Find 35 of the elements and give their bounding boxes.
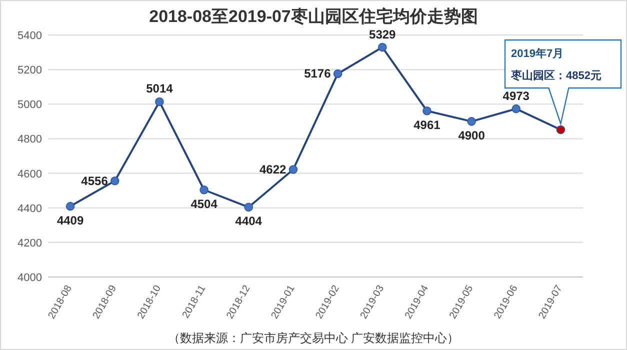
- point: [422, 106, 432, 116]
- point: [66, 202, 75, 211]
- data-label: 4409: [56, 213, 84, 228]
- y-tick-label: 5000: [18, 99, 42, 112]
- data-label: 4504: [190, 196, 218, 211]
- chart-title: 2018-08至2019-07枣山园区住宅均价走势图: [149, 7, 478, 26]
- y-tick-label: 5400: [18, 30, 42, 42]
- y-tick-label: 4000: [18, 272, 42, 284]
- point: [378, 42, 387, 52]
- annotation: 2019年7月: [511, 47, 564, 60]
- point: [512, 104, 521, 114]
- point: [556, 125, 566, 134]
- data-label: 4973: [502, 88, 530, 103]
- data-label: 4622: [260, 162, 287, 176]
- data-label: 5329: [369, 27, 396, 42]
- point: [467, 117, 476, 126]
- y-tick-label: 4600: [18, 168, 42, 180]
- point: [244, 202, 254, 212]
- data-label: 5014: [146, 82, 174, 96]
- point: [333, 69, 342, 78]
- data-label: 4900: [458, 128, 486, 142]
- annotation: 枣山园区：4852元: [510, 69, 602, 82]
- data-label: 4556: [81, 174, 108, 188]
- y-tick-label: 4400: [18, 202, 42, 215]
- point: [155, 97, 164, 106]
- y-tick-label: 5200: [18, 64, 42, 77]
- data-label: 5176: [304, 66, 332, 81]
- data-label: 4404: [235, 214, 262, 228]
- point: [110, 176, 120, 186]
- text: （数据来源：广安市房产交易中心 广安数据监控中心）: [168, 331, 460, 345]
- point: [288, 165, 298, 174]
- point: [200, 185, 208, 194]
- data-label: 4961: [414, 118, 441, 132]
- y-tick-label: 4800: [18, 134, 42, 146]
- y-tick-label: 4200: [18, 237, 42, 250]
